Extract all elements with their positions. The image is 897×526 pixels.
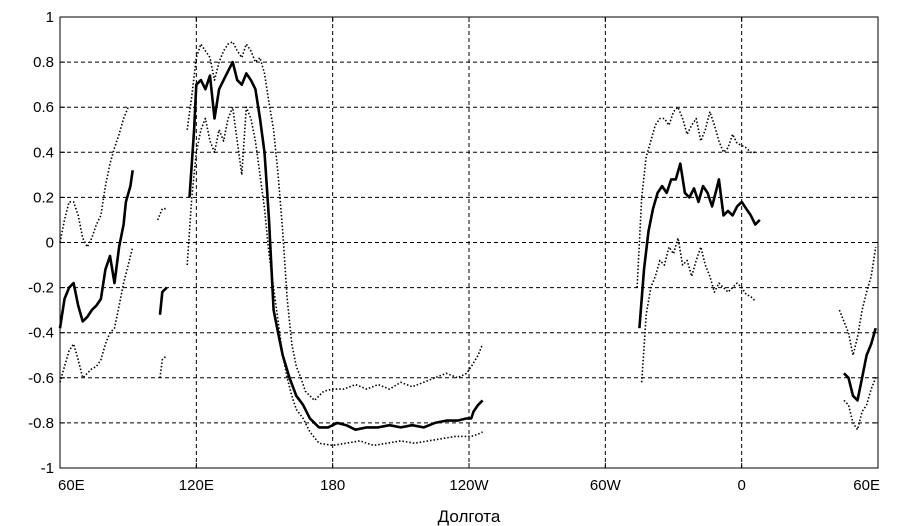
y-tick-label: -0.6 — [28, 370, 54, 387]
series-line-bound — [640, 237, 756, 383]
series-line-bound — [156, 207, 167, 221]
y-axis-ticks: 1 0.8 0.6 0.4 0.2 0 -0.2 -0.4 -0.6 -0.8 -1 — [28, 9, 878, 477]
y-tick-label: 0.2 — [33, 189, 54, 206]
x-axis-ticks: 60E 120E 180 120W 60W 0 60E — [58, 17, 880, 494]
series-line-mean — [842, 327, 877, 402]
y-tick-label: 0.4 — [33, 144, 54, 161]
series-2 — [59, 40, 877, 402]
y-tick-label: -1 — [41, 460, 54, 477]
series-line-bound — [186, 40, 484, 402]
series-1 — [58, 60, 877, 432]
x-tick-label: 60E — [853, 477, 880, 494]
series-3 — [59, 106, 877, 447]
series-line-bound — [636, 106, 756, 288]
x-tick-label: 0 — [737, 477, 745, 494]
y-tick-label: 0 — [46, 235, 54, 252]
y-tick-label: -0.8 — [28, 415, 54, 432]
series-line-bound — [838, 246, 877, 357]
y-tick-label: 0.6 — [33, 99, 54, 116]
x-axis-label: Долгота — [438, 507, 501, 526]
y-tick-label: -0.2 — [28, 280, 54, 297]
y-tick-label: -0.4 — [28, 325, 54, 342]
series-line-bound — [186, 106, 483, 447]
series-line-mean — [158, 286, 168, 315]
x-tick-label: 60W — [590, 477, 622, 494]
grid-lines — [60, 17, 878, 468]
series-line-bound — [59, 106, 129, 248]
series-line-bound — [59, 246, 134, 383]
series-line-bound — [159, 354, 168, 378]
series-line-mean — [58, 170, 134, 329]
y-tick-label: 0.8 — [33, 54, 54, 71]
series-line-bound — [843, 377, 877, 431]
x-tick-label: 60E — [58, 477, 85, 494]
x-tick-label: 120E — [179, 477, 214, 494]
x-tick-label: 180 — [320, 477, 345, 494]
series-line-mean — [638, 162, 761, 329]
y-tick-label: 1 — [46, 9, 54, 26]
series-layer — [58, 40, 877, 447]
x-tick-label: 120W — [449, 477, 489, 494]
